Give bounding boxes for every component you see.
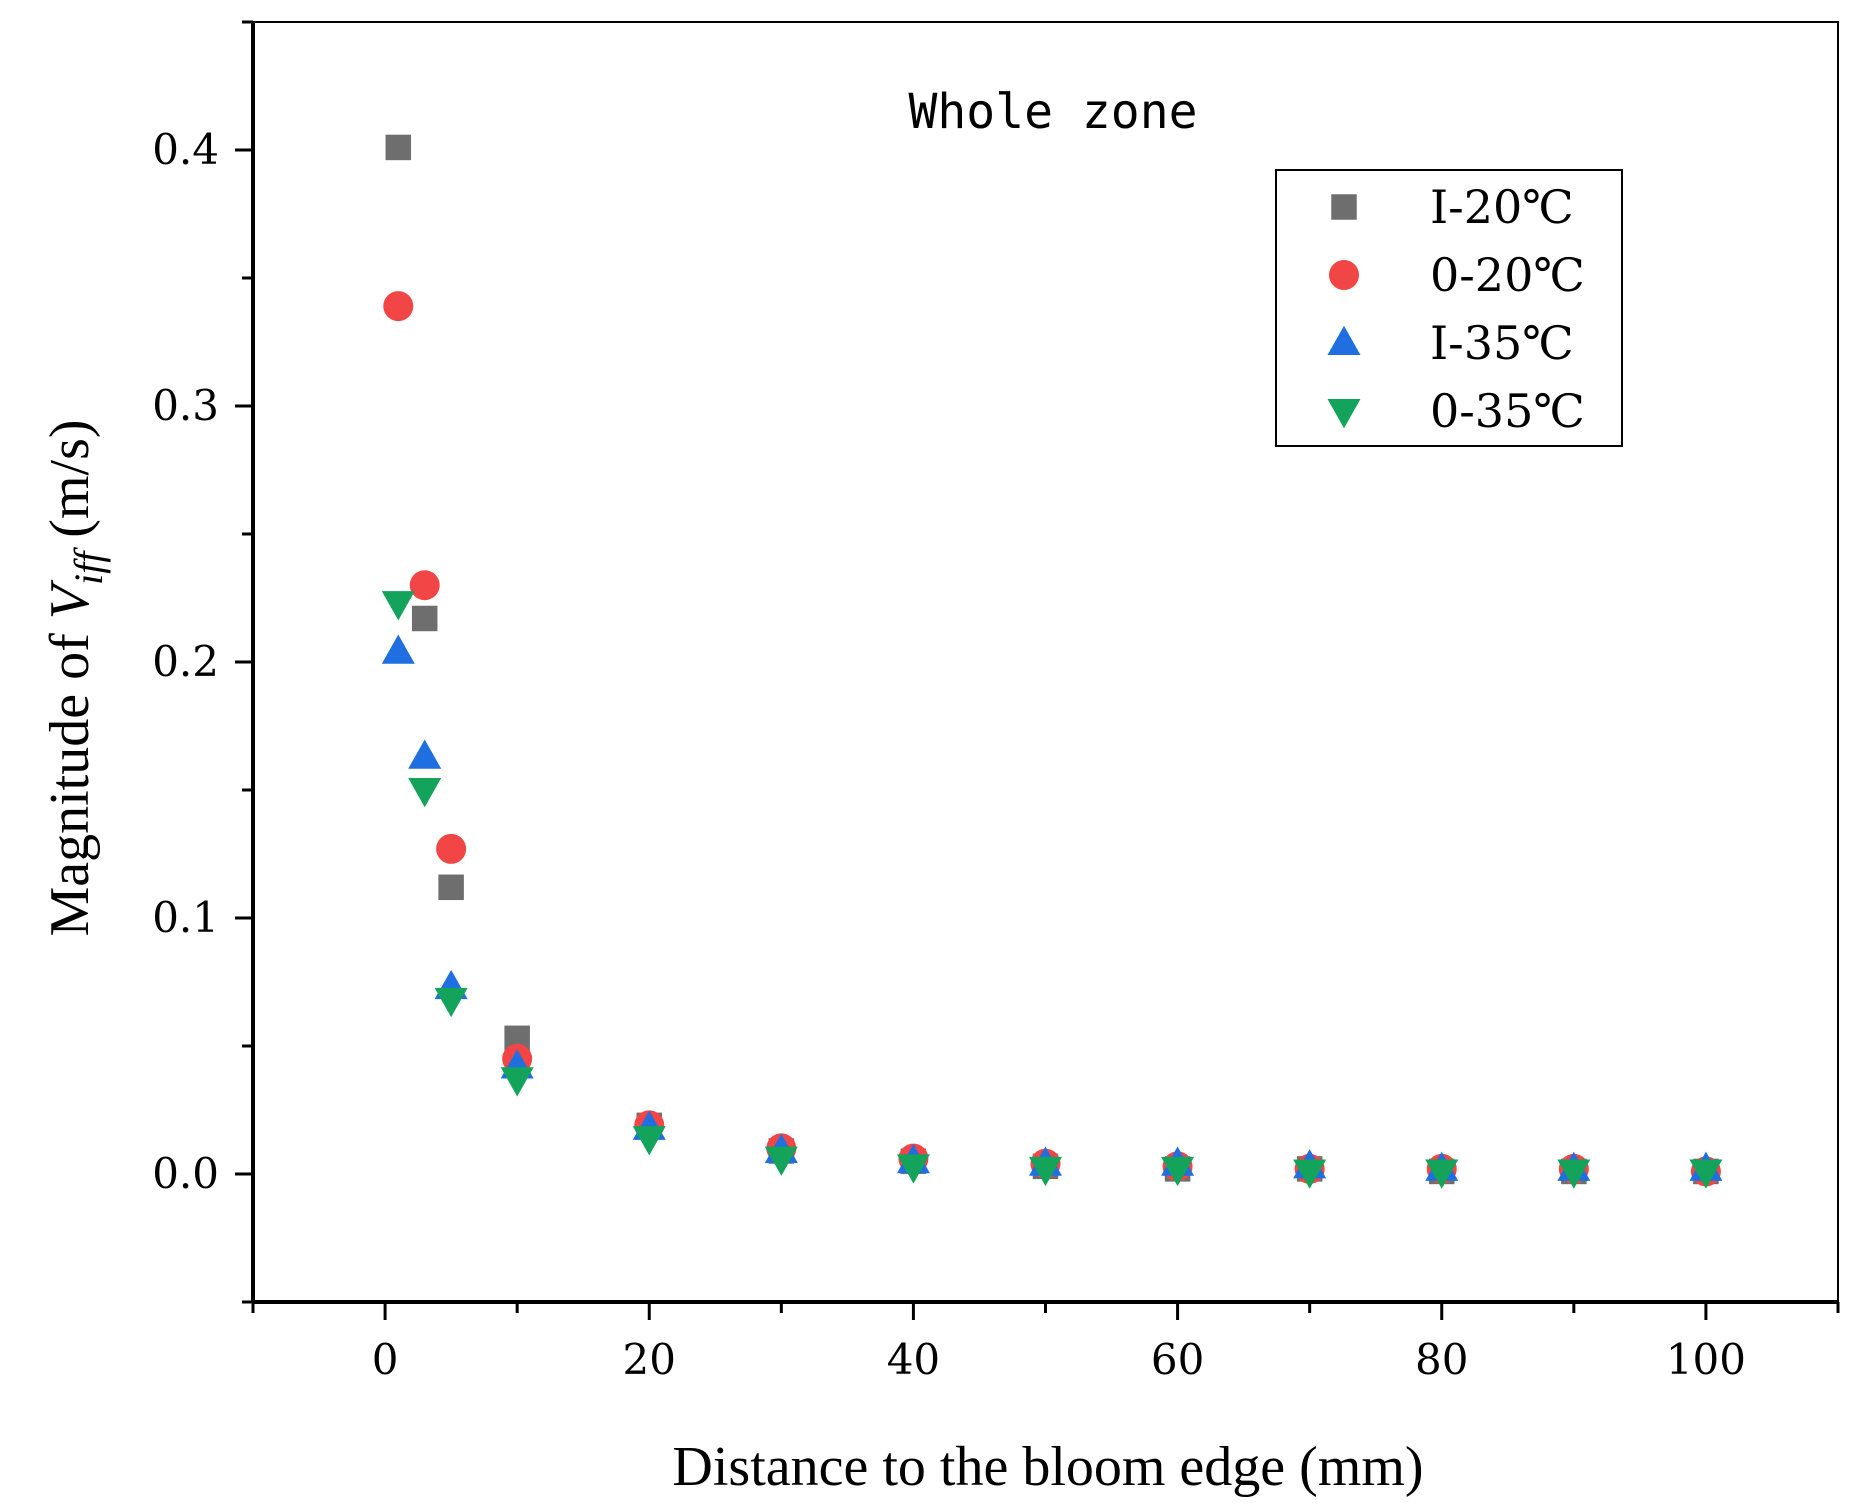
y-tick-label: 0.0 — [152, 1149, 219, 1198]
zone-annotation: Whole zone — [909, 84, 1198, 140]
y-axis-title-suffix: (m/s) — [39, 419, 101, 551]
data-point — [408, 739, 442, 769]
data-point — [1689, 1159, 1723, 1189]
data-point — [1557, 1159, 1591, 1189]
x-axis-title: Distance to the bloom edge (mm) — [672, 1436, 1423, 1498]
data-point — [1293, 1159, 1327, 1189]
data-point — [1029, 1156, 1062, 1187]
data-point — [896, 1154, 930, 1184]
series-3 — [381, 591, 1723, 1189]
data-point — [764, 1146, 798, 1176]
legend-label: I-20℃ — [1430, 180, 1574, 234]
data-point — [409, 570, 440, 601]
data-point — [1161, 1156, 1195, 1187]
data-point — [411, 605, 438, 632]
x-axis: 0 20 40 60 80 100 — [251, 1300, 1840, 1384]
data-point — [381, 634, 415, 664]
data-points — [381, 134, 1723, 1189]
data-point — [436, 833, 467, 864]
legend-marker — [1329, 260, 1359, 290]
data-point — [500, 1067, 534, 1097]
legend-label: I-35℃ — [1430, 316, 1574, 370]
legend: I-20℃ 0-20℃ I-35℃ 0-35℃ — [1275, 169, 1623, 447]
data-point — [438, 874, 464, 901]
x-tick-label: 80 — [1415, 1335, 1468, 1384]
series-2 — [381, 634, 1723, 1181]
x-tick-label: 0 — [372, 1335, 399, 1384]
y-tick-label: 0.3 — [152, 381, 219, 430]
y-tick-label: 0.4 — [152, 125, 219, 174]
legend-marker — [1331, 194, 1357, 220]
data-point — [434, 987, 468, 1018]
data-point — [408, 778, 442, 808]
legend-label: 0-20℃ — [1430, 248, 1585, 302]
legend-marker — [1327, 399, 1361, 429]
data-point — [381, 591, 415, 621]
data-point — [1425, 1159, 1459, 1189]
x-tick-label: 100 — [1666, 1335, 1746, 1384]
y-axis-title-prefix: Magnitude of — [39, 619, 101, 936]
x-tick-label: 20 — [623, 1335, 676, 1384]
data-point — [383, 291, 414, 322]
x-tick-label: 40 — [887, 1335, 940, 1384]
legend-marker — [1327, 325, 1361, 355]
y-axis-title-subscript: iff — [66, 547, 111, 585]
data-point — [385, 134, 412, 161]
y-axis: 0.0 0.1 0.2 0.3 0.4 — [152, 20, 255, 1304]
y-tick-label: 0.1 — [152, 893, 219, 942]
data-point — [632, 1126, 666, 1156]
y-axis-title-symbol: V — [39, 579, 101, 619]
y-tick-label: 0.2 — [152, 637, 219, 686]
y-axis-title: Magnitude of Viff (m/s) — [39, 419, 111, 936]
legend-label: 0-35℃ — [1430, 384, 1585, 438]
x-tick-label: 60 — [1151, 1335, 1204, 1384]
